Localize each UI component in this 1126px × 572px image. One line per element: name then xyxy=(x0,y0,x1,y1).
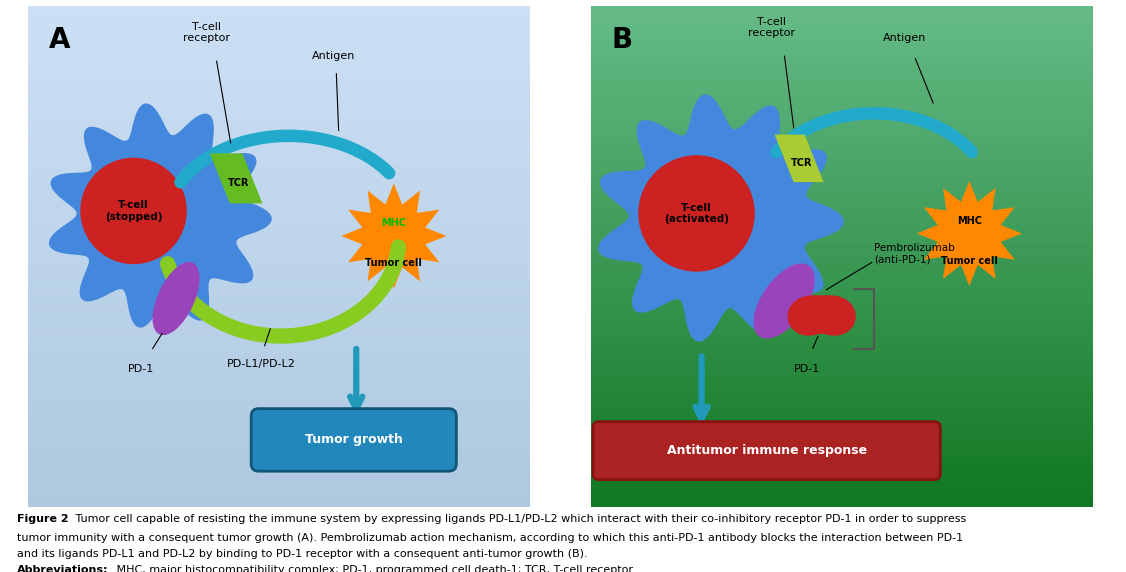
Text: Abbreviations:: Abbreviations: xyxy=(17,565,108,572)
Text: Tumor cell: Tumor cell xyxy=(941,256,998,266)
Ellipse shape xyxy=(153,263,199,335)
Text: PD-L1/PD-L2: PD-L1/PD-L2 xyxy=(226,359,296,368)
Circle shape xyxy=(81,158,186,264)
Text: Pembrolizumab
(anti-PD-1): Pembrolizumab (anti-PD-1) xyxy=(874,243,955,264)
Text: Antigen: Antigen xyxy=(312,51,356,61)
Text: Tumor growth: Tumor growth xyxy=(305,433,403,446)
Text: PD-1: PD-1 xyxy=(128,364,154,374)
Text: A: A xyxy=(48,26,70,54)
Text: T-cell
receptor: T-cell receptor xyxy=(748,17,795,38)
Text: Antitumor immune response: Antitumor immune response xyxy=(667,444,867,457)
FancyBboxPatch shape xyxy=(593,422,940,480)
Polygon shape xyxy=(788,296,856,335)
Text: MHC: MHC xyxy=(382,219,406,228)
Polygon shape xyxy=(598,94,843,341)
Polygon shape xyxy=(917,181,1022,286)
Text: and its ligands PD-L1 and PD-L2 by binding to PD-1 receptor with a consequent an: and its ligands PD-L1 and PD-L2 by bindi… xyxy=(17,549,588,559)
Text: PD-1: PD-1 xyxy=(794,364,820,374)
Circle shape xyxy=(638,156,754,271)
Text: TCR: TCR xyxy=(227,178,249,188)
Polygon shape xyxy=(341,184,446,288)
Text: T-cell
receptor: T-cell receptor xyxy=(182,22,230,43)
Text: MHC: MHC xyxy=(957,216,982,226)
Text: MHC, major histocompatibility complex; PD-1, programmed cell death-1; TCR, T-cel: MHC, major histocompatibility complex; P… xyxy=(113,565,635,572)
FancyBboxPatch shape xyxy=(251,408,456,471)
Polygon shape xyxy=(209,153,262,204)
Text: T-cell
(activated): T-cell (activated) xyxy=(664,202,729,224)
Text: Tumor cell capable of resisting the immune system by expressing ligands PD-L1/PD: Tumor cell capable of resisting the immu… xyxy=(72,514,966,524)
Ellipse shape xyxy=(754,264,814,338)
Polygon shape xyxy=(775,134,823,182)
Text: Antigen: Antigen xyxy=(883,33,926,43)
Text: TCR: TCR xyxy=(790,158,812,168)
Text: tumor immunity with a consequent tumor growth (A). Pembrolizumab action mechanis: tumor immunity with a consequent tumor g… xyxy=(17,533,963,542)
Text: Tumor cell: Tumor cell xyxy=(365,259,422,268)
Polygon shape xyxy=(48,104,271,328)
Text: Figure 2: Figure 2 xyxy=(17,514,69,524)
Text: T-cell
(stopped): T-cell (stopped) xyxy=(105,200,162,222)
Text: B: B xyxy=(611,26,633,54)
